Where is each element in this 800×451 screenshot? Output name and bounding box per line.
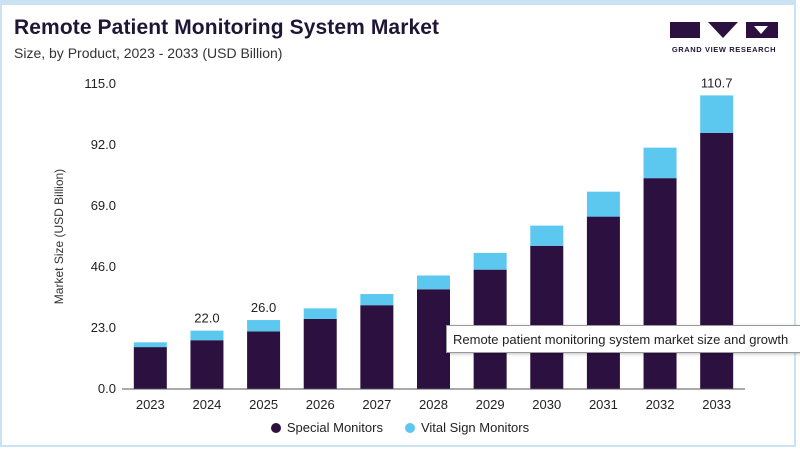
data-label: 110.7	[701, 75, 733, 90]
x-tick-label: 2032	[646, 397, 675, 412]
y-axis-title: Market Size (USD Billion)	[52, 169, 66, 304]
y-tick-label: 46.0	[91, 259, 116, 274]
x-tick-label: 2029	[476, 397, 505, 412]
chart-legend: Special Monitors Vital Sign Monitors	[0, 420, 800, 435]
chart-title: Remote Patient Monitoring System Market	[14, 16, 440, 39]
legend-swatch-vital	[404, 422, 415, 433]
x-tick-label: 2024	[192, 397, 221, 412]
bar-vital-2025	[247, 320, 281, 332]
bar-special-2030	[530, 245, 564, 389]
bar-vital-2033	[700, 95, 734, 133]
x-tick-label: 2030	[532, 397, 561, 412]
y-tick-label: 69.0	[91, 198, 116, 213]
legend-swatch-special	[270, 422, 281, 433]
tooltip: Remote patient monitoring system market …	[446, 325, 800, 353]
legend-item-special: Special Monitors	[270, 420, 383, 435]
x-tick-label: 2025	[249, 397, 278, 412]
bar-special-2031	[586, 216, 620, 389]
bar-special-2023	[133, 347, 167, 389]
legend-item-vital: Vital Sign Monitors	[404, 420, 530, 435]
bar-special-2025	[247, 331, 281, 389]
x-tick-label: 2023	[136, 397, 165, 412]
x-tick-label: 2027	[362, 397, 391, 412]
legend-label-special: Special Monitors	[286, 420, 383, 435]
x-tick-label: 2033	[702, 397, 731, 412]
bar-vital-2030	[530, 225, 564, 246]
bar-vital-2029	[473, 252, 507, 270]
bar-vital-2032	[643, 147, 677, 179]
bar-vital-2031	[586, 191, 620, 217]
bar-vital-2027	[360, 294, 394, 306]
bar-special-2027	[360, 305, 394, 389]
data-label: 26.0	[251, 300, 276, 315]
x-tick-label: 2031	[589, 397, 618, 412]
bar-special-2032	[643, 178, 677, 389]
legend-label-vital: Vital Sign Monitors	[420, 420, 530, 435]
bar-special-2024	[190, 340, 224, 389]
brand-name: GRAND VIEW RESEARCH	[671, 45, 777, 54]
bar-vital-2026	[303, 308, 337, 319]
x-tick-label: 2028	[419, 397, 448, 412]
bar-special-2026	[303, 318, 337, 389]
y-tick-label: 0.0	[98, 381, 116, 396]
y-tick-label: 92.0	[91, 137, 116, 152]
brand-logo	[670, 22, 778, 38]
bar-special-2028	[417, 289, 450, 389]
bar-vital-2024	[190, 330, 224, 341]
data-label: 22.0	[194, 311, 219, 326]
bar-vital-2023	[133, 342, 167, 348]
y-tick-label: 115.0	[84, 76, 116, 91]
x-tick-label: 2026	[306, 397, 335, 412]
bar-vital-2028	[417, 275, 450, 290]
chart-subtitle: Size, by Product, 2023 - 2033 (USD Billi…	[14, 45, 283, 61]
y-tick-label: 23.0	[91, 320, 116, 335]
